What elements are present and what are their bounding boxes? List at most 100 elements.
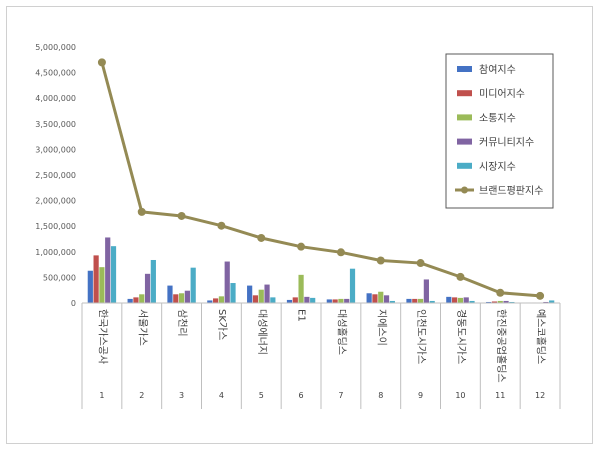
bar-5-6 xyxy=(310,297,316,303)
legend-label-1: 참여지수 xyxy=(479,64,516,76)
brand-index-point-1 xyxy=(97,58,106,67)
bar-5-2 xyxy=(150,259,156,303)
brand-index-point-5 xyxy=(257,233,266,242)
bar-5-4 xyxy=(230,283,236,303)
category-number: 5 xyxy=(259,391,264,400)
bar-5-5 xyxy=(270,297,276,303)
bar-4-12 xyxy=(543,301,549,303)
bar-series-group xyxy=(87,237,555,303)
bar-4-10 xyxy=(463,297,469,303)
chart-frame: 0 500,000 1,000,000 1,500,000 2,000,000 2,500… xyxy=(6,6,593,444)
category-number: 3 xyxy=(179,391,184,400)
bar-3-10 xyxy=(457,297,464,303)
brand-index-point-10 xyxy=(456,272,465,281)
bar-3-5 xyxy=(258,289,264,303)
legend-box xyxy=(445,53,554,209)
bar-3-3 xyxy=(178,293,185,303)
bar-1-8 xyxy=(366,293,372,303)
category-label: 지에스이 xyxy=(375,309,387,346)
bar-5-3 xyxy=(190,267,196,303)
category-number: 12 xyxy=(535,391,545,400)
bar-4-7 xyxy=(344,298,350,303)
bar-5-1 xyxy=(110,246,117,303)
brand-reputation-chart: 0 500,000 1,000,000 1,500,000 2,000,000 2,500… xyxy=(35,43,561,409)
legend-label-6: 브랜드평판지수 xyxy=(479,185,543,197)
y-tick-label: 2,500,000 xyxy=(35,171,76,180)
bar-2-6 xyxy=(292,297,298,303)
brand-index-point-3 xyxy=(177,211,186,220)
bar-4-1 xyxy=(105,237,111,303)
bar-3-1 xyxy=(99,267,105,303)
y-tick-label: 4,000,000 xyxy=(35,94,76,103)
category-number: 10 xyxy=(455,391,465,400)
category-number: 9 xyxy=(418,391,423,400)
category-number: 6 xyxy=(299,391,304,400)
category-number: 7 xyxy=(338,391,343,400)
legend-swatch-4 xyxy=(457,138,472,145)
bar-4-2 xyxy=(144,273,151,303)
bar-4-5 xyxy=(264,284,270,303)
category-label: 경동도시가스 xyxy=(455,309,468,364)
y-axis: 0 500,000 1,000,000 1,500,000 2,000,000 2,500… xyxy=(35,43,76,308)
category-label: E1 xyxy=(296,309,307,322)
bar-1-11 xyxy=(486,301,492,303)
bar-1-7 xyxy=(326,299,332,303)
bar-2-10 xyxy=(452,297,458,303)
y-tick-label: 3,000,000 xyxy=(35,145,76,154)
category-label: 대성홀딩스 xyxy=(335,309,348,355)
bar-5-12 xyxy=(549,300,555,303)
y-tick-label: 2,000,000 xyxy=(35,197,76,206)
bar-3-2 xyxy=(139,294,145,303)
legend-marker xyxy=(461,186,468,194)
bar-2-11 xyxy=(491,301,498,303)
bar-3-6 xyxy=(298,274,304,303)
legend-swatch-2 xyxy=(457,90,472,97)
bar-4-8 xyxy=(383,295,390,303)
bar-1-3 xyxy=(167,285,173,303)
category-label: 대성에너지 xyxy=(256,309,268,355)
bar-3-4 xyxy=(218,296,225,303)
legend-swatch-1 xyxy=(457,66,472,72)
category-label: 한진중공업홀딩스 xyxy=(495,309,508,383)
bar-4-3 xyxy=(184,290,190,303)
y-tick-label: 1,500,000 xyxy=(35,222,76,231)
brand-index-line xyxy=(100,61,541,298)
legend-label-3: 소통지수 xyxy=(479,112,516,124)
bar-4-9 xyxy=(423,279,429,303)
x-axis: 한국가스공사 1 서울가스 2 삼천리 3 SK가스 4 대성에너지 5 E1 6 대성홀딩스 7 지에스이… xyxy=(81,302,561,409)
brand-index-point-6 xyxy=(297,242,306,251)
category-label: 서울가스 xyxy=(136,309,148,346)
bar-1-6 xyxy=(286,299,293,303)
bar-1-9 xyxy=(406,298,412,303)
bar-2-2 xyxy=(133,297,139,303)
category-label: SK가스 xyxy=(216,309,228,340)
brand-index-point-8 xyxy=(376,256,385,265)
legend-label-2: 미디어지수 xyxy=(479,88,525,100)
category-number: 8 xyxy=(378,391,383,400)
bar-4-4 xyxy=(224,261,230,303)
brand-index-point-9 xyxy=(416,259,425,268)
line-series-group xyxy=(97,58,545,300)
category-number: 4 xyxy=(219,391,224,400)
bar-2-9 xyxy=(412,298,418,303)
category-label: 예스코홀딩스 xyxy=(535,309,548,364)
y-tick-label: 3,500,000 xyxy=(35,120,76,129)
bar-3-7 xyxy=(338,298,344,303)
bar-2-1 xyxy=(93,255,99,303)
bar-1-1 xyxy=(87,270,93,303)
legend-swatch-5 xyxy=(457,162,472,169)
y-tick-label: 500,000 xyxy=(43,273,76,282)
bar-2-8 xyxy=(372,294,378,303)
bar-2-4 xyxy=(213,298,219,303)
bar-1-4 xyxy=(207,300,213,303)
bar-5-8 xyxy=(389,300,395,303)
legend-label-5: 시장지수 xyxy=(479,161,516,173)
category-label: 한국가스공사 xyxy=(96,309,108,364)
bar-3-8 xyxy=(378,291,384,303)
legend-label-4: 커뮤니티지수 xyxy=(479,137,534,149)
brand-index-point-11 xyxy=(496,288,505,297)
brand-index-point-12 xyxy=(536,291,545,300)
category-number: 2 xyxy=(139,391,144,400)
category-label: 삼천리 xyxy=(176,309,188,337)
